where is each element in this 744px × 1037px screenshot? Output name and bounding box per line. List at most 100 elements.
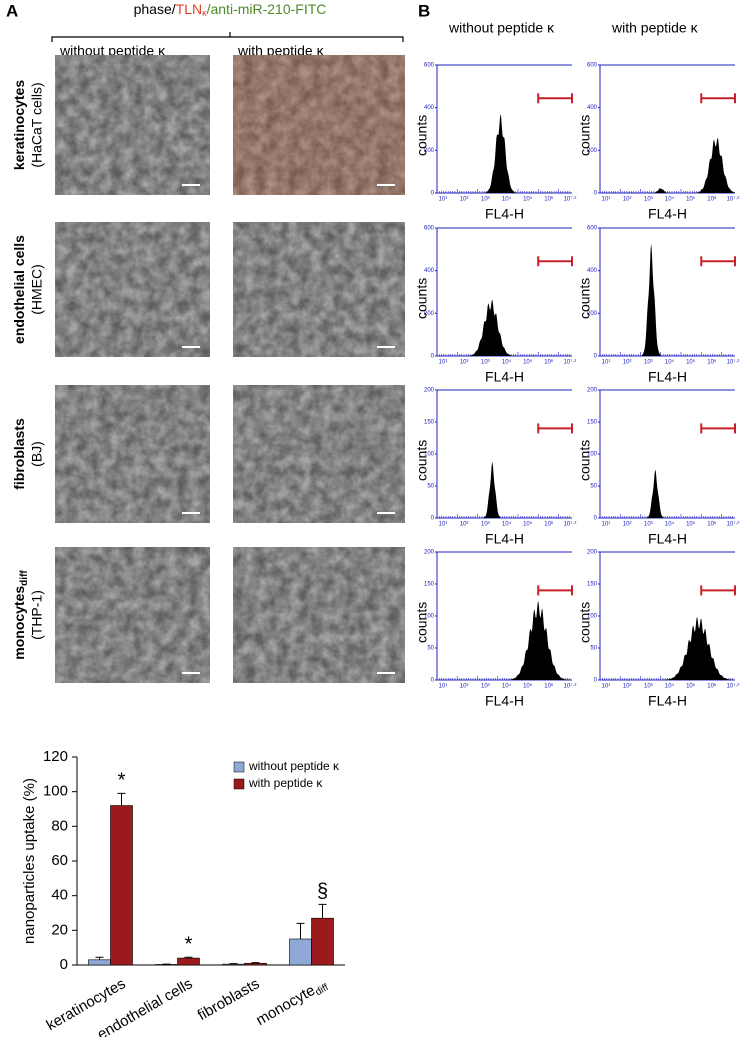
- x-tick-label: 10³: [481, 360, 490, 366]
- legend-swatch: [233, 761, 245, 773]
- y-tick-label: 600: [587, 226, 598, 232]
- column-label: without peptide κ: [448, 20, 555, 36]
- histogram: [437, 600, 572, 680]
- x-axis-label: FL4-H: [485, 369, 524, 385]
- x-tick-label: 10⁷·²: [727, 359, 740, 366]
- micrograph-texture: [55, 55, 210, 195]
- header-part: /anti-miR-210-FITC: [207, 1, 327, 17]
- micrograph-texture: [55, 385, 210, 523]
- x-tick-label: 10⁵: [523, 683, 533, 690]
- micrograph-texture: [233, 547, 405, 683]
- x-tick-label: 10⁵: [686, 359, 696, 366]
- panel-a-header: phase/TLNκ/anti-miR-210-FITC: [134, 1, 327, 19]
- micrograph-texture: [233, 385, 405, 523]
- x-tick-label: 10²: [623, 522, 632, 528]
- gate: [537, 585, 573, 596]
- header-part: TLN: [176, 1, 202, 17]
- x-tick-label: 10¹: [439, 522, 448, 528]
- y-tick-label: 0: [431, 354, 435, 360]
- x-tick-label: 10⁵: [686, 521, 696, 528]
- gate: [700, 93, 736, 104]
- bar: [289, 938, 312, 966]
- y-tick-label: 20: [51, 921, 68, 938]
- y-tick-label: 150: [424, 420, 435, 426]
- y-tick-label: 0: [594, 678, 598, 684]
- x-tick-label: 10³: [481, 522, 490, 528]
- plot-frame: [436, 389, 572, 519]
- y-tick-label: 150: [587, 582, 598, 588]
- error-bar: [229, 963, 238, 965]
- x-tick-label: 10⁶: [544, 196, 554, 203]
- row-name: endothelial cells: [11, 235, 27, 344]
- legend-label: without peptide κ: [248, 759, 340, 773]
- y-tick-label: 0: [431, 191, 435, 197]
- legend-swatch: [233, 778, 245, 790]
- y-tick-label: 200: [587, 311, 598, 317]
- x-tick-label: 10³: [644, 360, 653, 366]
- x-tick-label: 10²: [623, 360, 632, 366]
- x-tick-label: 10¹: [439, 197, 448, 203]
- x-tick-label: 10¹: [602, 197, 611, 203]
- x-tick-label: 10³: [644, 684, 653, 690]
- x-tick-label: 10³: [644, 197, 653, 203]
- y-tick-label: 50: [590, 484, 597, 490]
- category-name: monocyte: [253, 982, 318, 1029]
- y-tick-label: 100: [587, 452, 598, 458]
- bracket: [51, 32, 404, 42]
- error-bar: [296, 922, 305, 939]
- x-tick-label: 10²: [623, 197, 632, 203]
- micrograph-texture: [55, 547, 210, 683]
- y-tick-label: 600: [587, 63, 598, 69]
- plot-frame: [599, 389, 735, 519]
- row-name: keratinocytes: [11, 80, 27, 170]
- y-tick-label: 150: [587, 420, 598, 426]
- y-axis-label: nanoparticles uptake (%): [21, 778, 38, 944]
- error-bar: [95, 956, 104, 960]
- x-tick-label: 10¹: [439, 360, 448, 366]
- x-tick-label: 10⁷·²: [564, 683, 577, 690]
- x-tick-label: 10⁴: [502, 521, 512, 528]
- error-bar: [318, 903, 327, 919]
- x-tick-label: 10⁷·²: [564, 521, 577, 528]
- row-label: fibroblasts: [11, 418, 27, 490]
- gate: [700, 423, 736, 434]
- y-tick-label: 0: [431, 678, 435, 684]
- x-tick-label: 10¹: [602, 360, 611, 366]
- histogram: [600, 137, 735, 193]
- plot-frame: [436, 227, 572, 357]
- x-axis-label: FL4-H: [485, 693, 524, 709]
- panel-label: B: [418, 1, 430, 20]
- x-tick-label: 10²: [460, 522, 469, 528]
- y-tick-label: 200: [587, 388, 598, 394]
- header-part: phase/: [134, 1, 176, 17]
- micrograph-texture: [233, 55, 405, 195]
- plot-frame: [599, 227, 735, 357]
- x-tick-label: 10⁵: [686, 683, 696, 690]
- y-tick-label: 400: [587, 105, 598, 111]
- bar: [311, 917, 334, 966]
- y-tick-label: 200: [424, 311, 435, 317]
- y-tick-label: 100: [43, 783, 68, 800]
- x-tick-label: 10²: [623, 684, 632, 690]
- column-label: with peptide κ: [237, 43, 325, 59]
- x-tick-label: 10¹: [602, 684, 611, 690]
- x-tick-label: 10⁶: [544, 359, 554, 366]
- category-name: fibroblasts: [195, 975, 263, 1024]
- y-tick-label: 200: [587, 550, 598, 556]
- legend-label: with peptide κ: [248, 776, 323, 790]
- y-tick-label: 80: [51, 817, 68, 834]
- y-tick-label: 50: [427, 646, 434, 652]
- x-tick-label: 10⁴: [665, 196, 675, 203]
- x-tick-label: 10⁵: [523, 196, 533, 203]
- bar: [244, 962, 267, 966]
- y-tick-label: 200: [424, 550, 435, 556]
- panel-label: A: [6, 1, 18, 20]
- x-tick-label: 10²: [460, 684, 469, 690]
- gate: [537, 256, 573, 267]
- x-tick-label: 10⁶: [544, 521, 554, 528]
- row-sublabel: (THP-1): [29, 590, 45, 640]
- histogram: [600, 469, 735, 518]
- x-tick-label: 10⁴: [502, 196, 512, 203]
- y-axis-label: counts: [414, 115, 430, 156]
- row-label: keratinocytes: [11, 80, 27, 170]
